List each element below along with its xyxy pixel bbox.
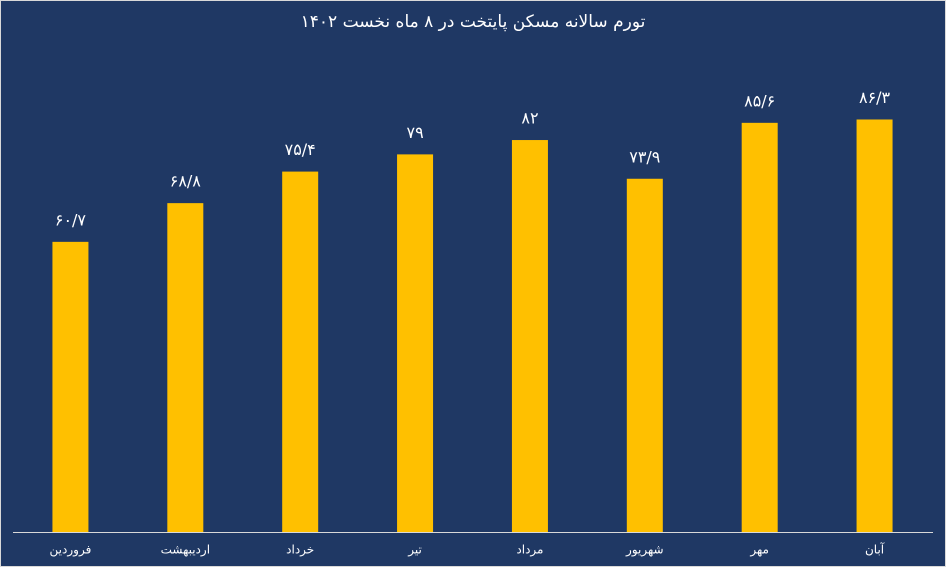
value-label: ۷۵/۴ <box>285 140 316 159</box>
value-label: ۸۵/۶ <box>744 91 775 110</box>
x-tick-label: اردیبهشت <box>161 543 210 558</box>
value-label: ۶۸/۸ <box>170 172 202 191</box>
x-tick-label: آبان <box>865 542 885 557</box>
bar <box>167 203 204 533</box>
bar <box>626 178 663 532</box>
x-tick-label: تیر <box>407 543 422 558</box>
value-label: ۸۲ <box>521 109 538 128</box>
value-label: ۷۹ <box>406 123 423 142</box>
chart-title: تورم سالانه مسکن پایتخت در ۸ ماه نخست ۱۴… <box>301 12 646 32</box>
x-tick-label: شهریور <box>625 543 664 558</box>
bar <box>511 140 548 533</box>
x-tick-label: فروردین <box>50 543 92 558</box>
bar <box>856 119 893 533</box>
x-tick-label: مرداد <box>516 543 543 558</box>
x-tick-label: خرداد <box>286 543 314 558</box>
bar <box>282 171 319 532</box>
bar <box>741 122 778 532</box>
bar <box>397 154 434 532</box>
value-label: ۷۳/۹ <box>629 147 660 166</box>
bar <box>52 241 89 532</box>
value-label: ۶۰/۷ <box>55 210 87 229</box>
value-label: ۸۶/۳ <box>859 88 891 107</box>
x-tick-label: مهر <box>749 543 769 558</box>
